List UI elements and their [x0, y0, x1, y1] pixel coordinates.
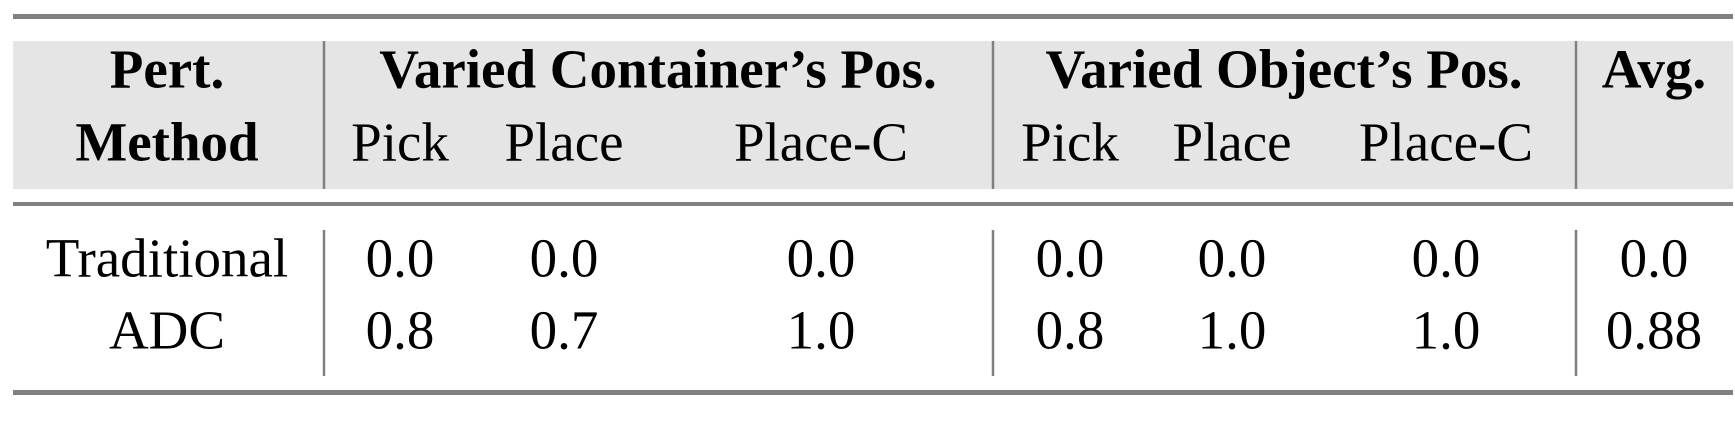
cell: 0.8 [366, 300, 435, 361]
cell: 1.0 [1412, 300, 1481, 361]
cell: 0.0 [530, 228, 599, 289]
group-header: Avg. [1602, 39, 1706, 100]
mid-rule [13, 202, 1733, 206]
column-separators [322, 41, 1578, 376]
cell: 0.88 [1606, 300, 1702, 361]
cell: 0.8 [1036, 300, 1105, 361]
sub-header: Place-C [1359, 112, 1533, 173]
method-header: Method [75, 112, 258, 173]
cell: 0.0 [1036, 228, 1105, 289]
cell: 0.0 [366, 228, 435, 289]
sub-header: Place-C [734, 112, 908, 173]
group-header: Varied Container’s Pos. [379, 39, 937, 100]
cell: 1.0 [787, 300, 856, 361]
cell: 0.0 [1412, 228, 1481, 289]
sub-header: Pick [351, 112, 449, 173]
method-header: Pert. [110, 39, 225, 100]
header-band [13, 41, 1733, 189]
row-label: Traditional [46, 228, 288, 289]
row-label: ADC [109, 300, 225, 361]
sub-header: Pick [1021, 112, 1119, 173]
cell: 1.0 [1198, 300, 1267, 361]
top-rule [13, 14, 1733, 19]
group-header: Varied Object’s Pos. [1045, 39, 1522, 100]
cell: 0.0 [1198, 228, 1267, 289]
cell: 0.0 [1620, 228, 1689, 289]
cell: 0.0 [787, 228, 856, 289]
sub-header: Place [504, 112, 623, 173]
sub-header: Place [1172, 112, 1291, 173]
bottom-rule [13, 390, 1733, 395]
cell: 0.7 [530, 300, 599, 361]
